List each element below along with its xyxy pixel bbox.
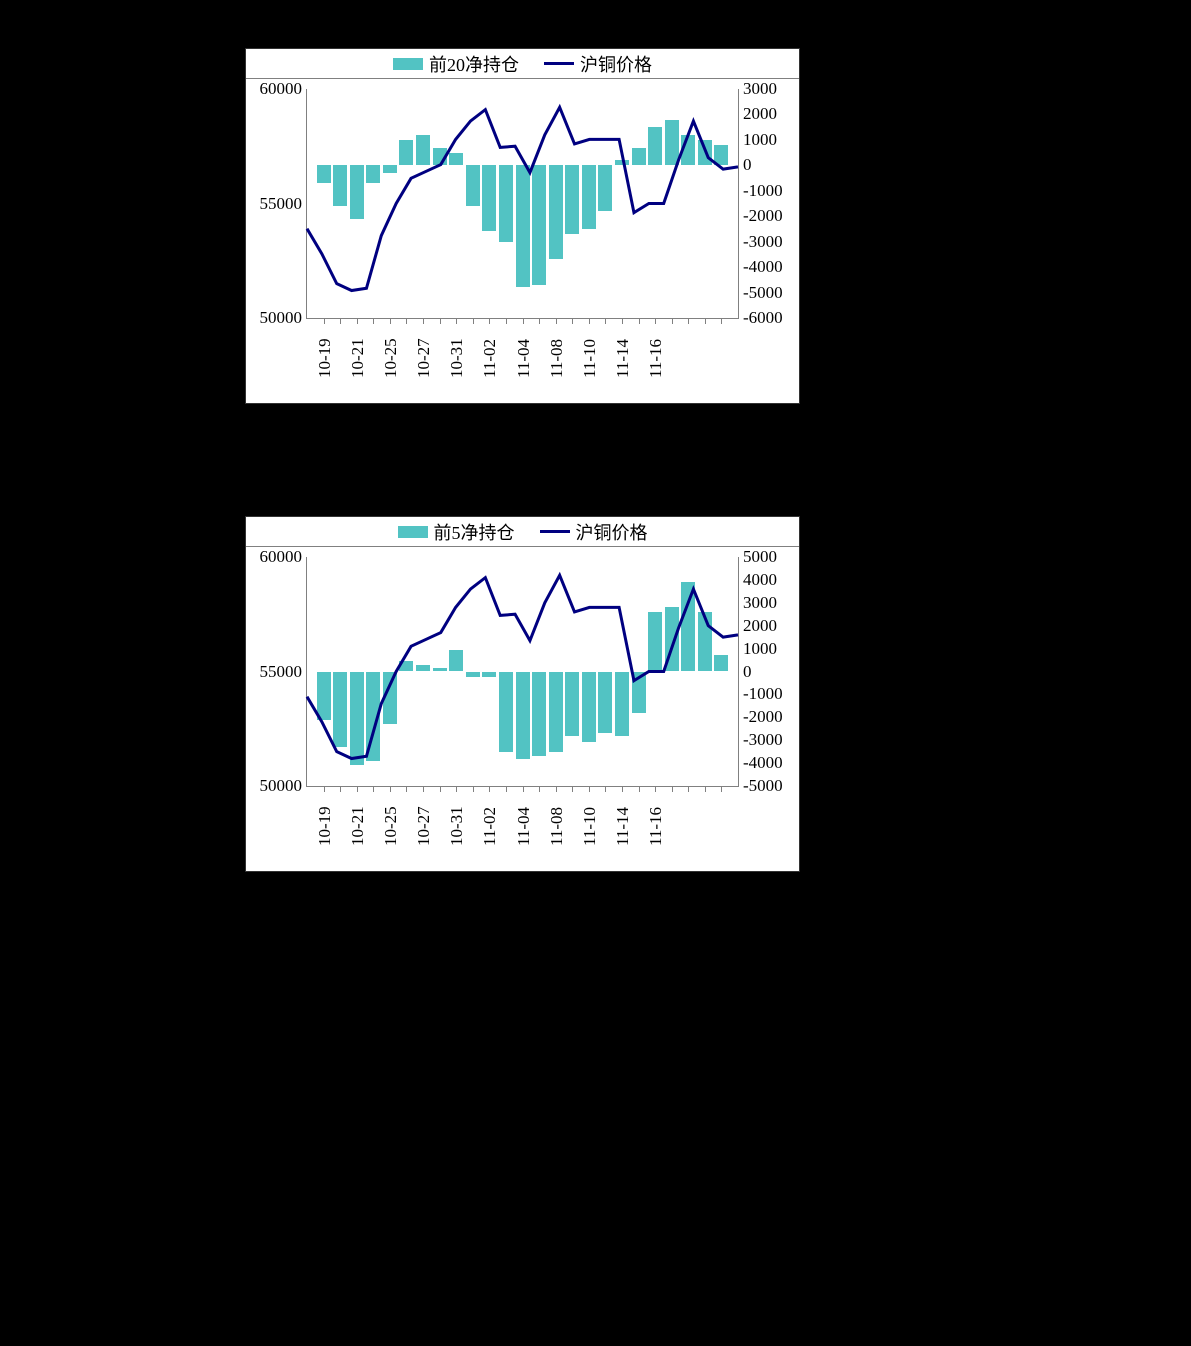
right-axis-tick-label: 3000 [743, 79, 777, 99]
x-axis-tick-label: 11-02 [480, 339, 500, 378]
legend-item-line: 沪铜价格 [544, 51, 652, 77]
legend-item-bar: 前5净持仓 [398, 519, 515, 545]
x-axis-tick-label: 11-08 [547, 807, 567, 846]
right-axis-tick-label: -6000 [743, 308, 783, 328]
x-axis-tick-label: 10-21 [348, 806, 368, 846]
right-axis-tick-label: -3000 [743, 730, 783, 750]
legend: 前5净持仓 沪铜价格 [246, 517, 799, 547]
right-axis-tick-label: -5000 [743, 283, 783, 303]
legend-line-label: 沪铜价格 [576, 519, 648, 545]
chart-top5-net-position: 前5净持仓 沪铜价格 500005500060000-5000-4000-300… [245, 516, 800, 872]
bar-swatch [393, 58, 423, 70]
right-axis-tick-label: 4000 [743, 570, 777, 590]
left-axis-tick-label: 55000 [260, 194, 303, 214]
right-axis-tick-label: 2000 [743, 104, 777, 124]
legend-item-line: 沪铜价格 [540, 519, 648, 545]
right-axis-tick-label: -4000 [743, 753, 783, 773]
price-line [307, 89, 738, 318]
right-axis-tick-label: 1000 [743, 639, 777, 659]
price-line [307, 557, 738, 786]
x-axis-tick-label: 10-31 [447, 806, 467, 846]
right-axis-tick-label: -1000 [743, 684, 783, 704]
plot-area: 500005500060000-5000-4000-3000-2000-1000… [246, 547, 799, 873]
right-axis-tick-label: 5000 [743, 547, 777, 567]
right-axis-tick-label: 2000 [743, 616, 777, 636]
right-axis-tick-label: -2000 [743, 707, 783, 727]
x-axis-tick-label: 10-27 [414, 806, 434, 846]
x-axis-tick-label: 11-02 [480, 807, 500, 846]
left-axis-tick-label: 55000 [260, 662, 303, 682]
right-axis-tick-label: 1000 [743, 130, 777, 150]
x-axis-tick-label: 10-25 [381, 338, 401, 378]
line-swatch [540, 530, 570, 533]
bar-swatch [398, 526, 428, 538]
x-axis-tick-label: 11-04 [514, 807, 534, 846]
legend-line-label: 沪铜价格 [580, 51, 652, 77]
x-axis-tick-label: 11-16 [646, 339, 666, 378]
x-axis-tick-label: 11-14 [613, 807, 633, 846]
legend-item-bar: 前20净持仓 [393, 51, 519, 77]
right-axis-tick-label: -2000 [743, 206, 783, 226]
x-axis-tick-label: 10-27 [414, 338, 434, 378]
x-axis-tick-label: 11-04 [514, 339, 534, 378]
left-axis-tick-label: 60000 [260, 79, 303, 99]
right-axis-tick-label: 3000 [743, 593, 777, 613]
right-axis-tick-label: -5000 [743, 776, 783, 796]
left-axis-tick-label: 60000 [260, 547, 303, 567]
x-axis-tick-label: 10-25 [381, 806, 401, 846]
x-axis-tick-label: 11-14 [613, 339, 633, 378]
line-swatch [544, 62, 574, 65]
right-axis-tick-label: -3000 [743, 232, 783, 252]
legend-bar-label: 前5净持仓 [434, 519, 515, 545]
legend-bar-label: 前20净持仓 [429, 51, 519, 77]
x-axis-tick-label: 11-10 [580, 339, 600, 378]
x-axis-tick-label: 10-21 [348, 338, 368, 378]
right-axis-tick-label: 0 [743, 662, 752, 682]
plot-area: 50000 55000 60000 -6000 -5000 -4000 -3000 -2000… [246, 79, 799, 405]
right-axis-tick-label: -1000 [743, 181, 783, 201]
right-axis-tick-label: 0 [743, 155, 752, 175]
left-axis-tick-label: 50000 [260, 776, 303, 796]
x-axis-tick-label: 11-10 [580, 807, 600, 846]
legend: 前20净持仓 沪铜价格 [246, 49, 799, 79]
left-axis-tick-label: 50000 [260, 308, 303, 328]
x-axis-tick-label: 10-19 [315, 338, 335, 378]
right-axis-tick-label: -4000 [743, 257, 783, 277]
x-axis-tick-label: 11-16 [646, 807, 666, 846]
x-axis-tick-label: 10-31 [447, 338, 467, 378]
x-axis-tick-label: 10-19 [315, 806, 335, 846]
x-axis-tick-label: 11-08 [547, 339, 567, 378]
chart-top20-net-position: 前20净持仓 沪铜价格 50000 55000 60000 -6000 -5000 -40… [245, 48, 800, 404]
